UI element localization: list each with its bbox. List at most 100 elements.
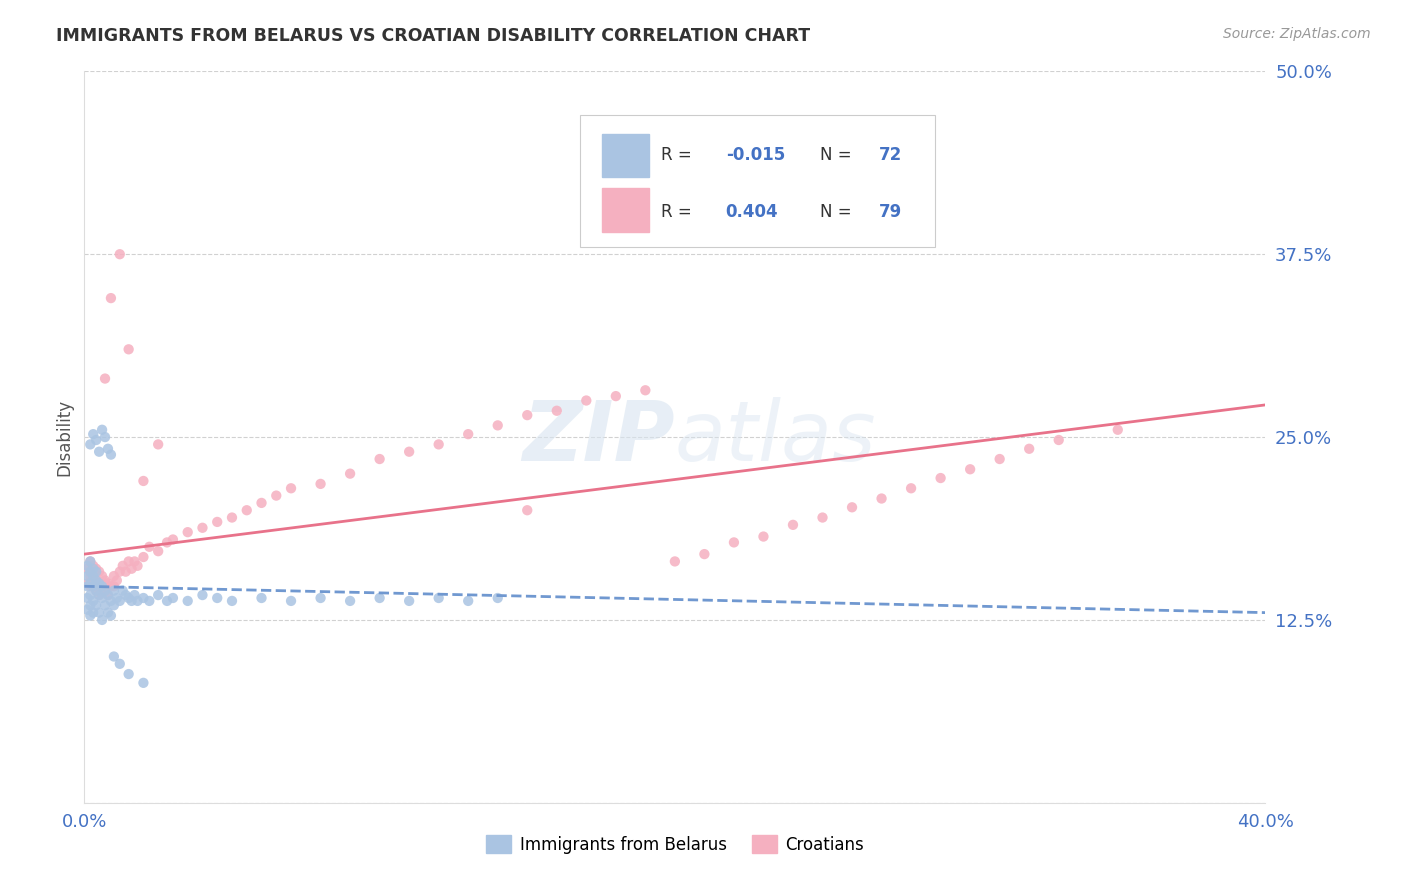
Point	[76, 562, 98, 576]
Point	[368, 452, 391, 467]
Text: 0.404: 0.404	[725, 202, 779, 221]
Point	[575, 393, 598, 408]
Point	[1047, 433, 1070, 447]
Point	[132, 591, 155, 605]
Point	[103, 649, 125, 664]
Point	[118, 591, 141, 605]
Point	[91, 579, 114, 593]
Point	[79, 579, 101, 593]
Point	[103, 579, 125, 593]
Point	[82, 579, 104, 593]
Point	[94, 430, 117, 444]
Point	[162, 533, 184, 547]
Point	[97, 606, 120, 620]
Point	[723, 535, 745, 549]
Point	[76, 603, 98, 617]
FancyBboxPatch shape	[581, 115, 935, 247]
Point	[108, 594, 131, 608]
Point	[103, 569, 125, 583]
Point	[97, 588, 120, 602]
Point	[108, 657, 131, 671]
Bar	[602, 134, 650, 178]
Point	[91, 579, 114, 593]
Point	[108, 247, 131, 261]
Point	[84, 583, 107, 598]
Y-axis label: Disability: Disability	[55, 399, 73, 475]
Point	[148, 588, 170, 602]
Point	[309, 591, 332, 605]
Point	[100, 291, 122, 305]
Point	[250, 591, 273, 605]
Point	[368, 591, 391, 605]
Point	[79, 608, 101, 623]
Point	[87, 576, 111, 591]
Point	[177, 594, 200, 608]
Point	[114, 565, 136, 579]
Point	[1018, 442, 1040, 456]
Text: 72: 72	[879, 146, 903, 164]
Point	[91, 591, 114, 605]
Point	[339, 467, 361, 481]
Point	[91, 569, 114, 583]
Point	[111, 558, 134, 573]
Point	[87, 588, 111, 602]
Point	[124, 588, 146, 602]
Point	[87, 444, 111, 458]
Point	[339, 594, 361, 608]
Point	[207, 591, 229, 605]
Point	[138, 594, 160, 608]
Point	[82, 427, 104, 442]
Point	[132, 549, 155, 564]
Point	[959, 462, 981, 476]
Point	[79, 554, 101, 568]
Point	[280, 594, 302, 608]
Point	[87, 565, 111, 579]
Point	[100, 579, 122, 593]
Point	[693, 547, 716, 561]
Point	[76, 576, 98, 591]
Point	[105, 591, 128, 605]
Point	[87, 576, 111, 591]
Point	[84, 599, 107, 613]
Point	[427, 591, 450, 605]
Point	[84, 562, 107, 576]
Point	[76, 558, 98, 573]
Text: R =: R =	[661, 146, 697, 164]
Text: 79: 79	[879, 202, 903, 221]
Point	[118, 343, 141, 357]
Point	[82, 562, 104, 576]
Bar	[602, 188, 650, 232]
Point	[250, 496, 273, 510]
Point	[605, 389, 627, 403]
Point	[156, 535, 179, 549]
Point	[236, 503, 259, 517]
Point	[221, 594, 243, 608]
Point	[111, 583, 134, 598]
Point	[79, 554, 101, 568]
Point	[138, 540, 160, 554]
Point	[191, 588, 214, 602]
Text: R =: R =	[661, 202, 697, 221]
Point	[280, 481, 302, 495]
Point	[127, 558, 149, 573]
Point	[94, 574, 117, 588]
Point	[84, 583, 107, 598]
Point	[124, 554, 146, 568]
Point	[84, 574, 107, 588]
Point	[664, 554, 686, 568]
Point	[634, 384, 657, 398]
Point	[114, 588, 136, 602]
Point	[100, 448, 122, 462]
Point	[87, 588, 111, 602]
Point	[988, 452, 1011, 467]
Point	[105, 574, 128, 588]
Point	[118, 667, 141, 681]
Point	[100, 608, 122, 623]
Point	[398, 594, 420, 608]
Point	[457, 427, 479, 442]
Point	[132, 676, 155, 690]
Point	[398, 444, 420, 458]
Point	[841, 500, 863, 515]
Text: IMMIGRANTS FROM BELARUS VS CROATIAN DISABILITY CORRELATION CHART: IMMIGRANTS FROM BELARUS VS CROATIAN DISA…	[56, 27, 810, 45]
Point	[118, 554, 141, 568]
